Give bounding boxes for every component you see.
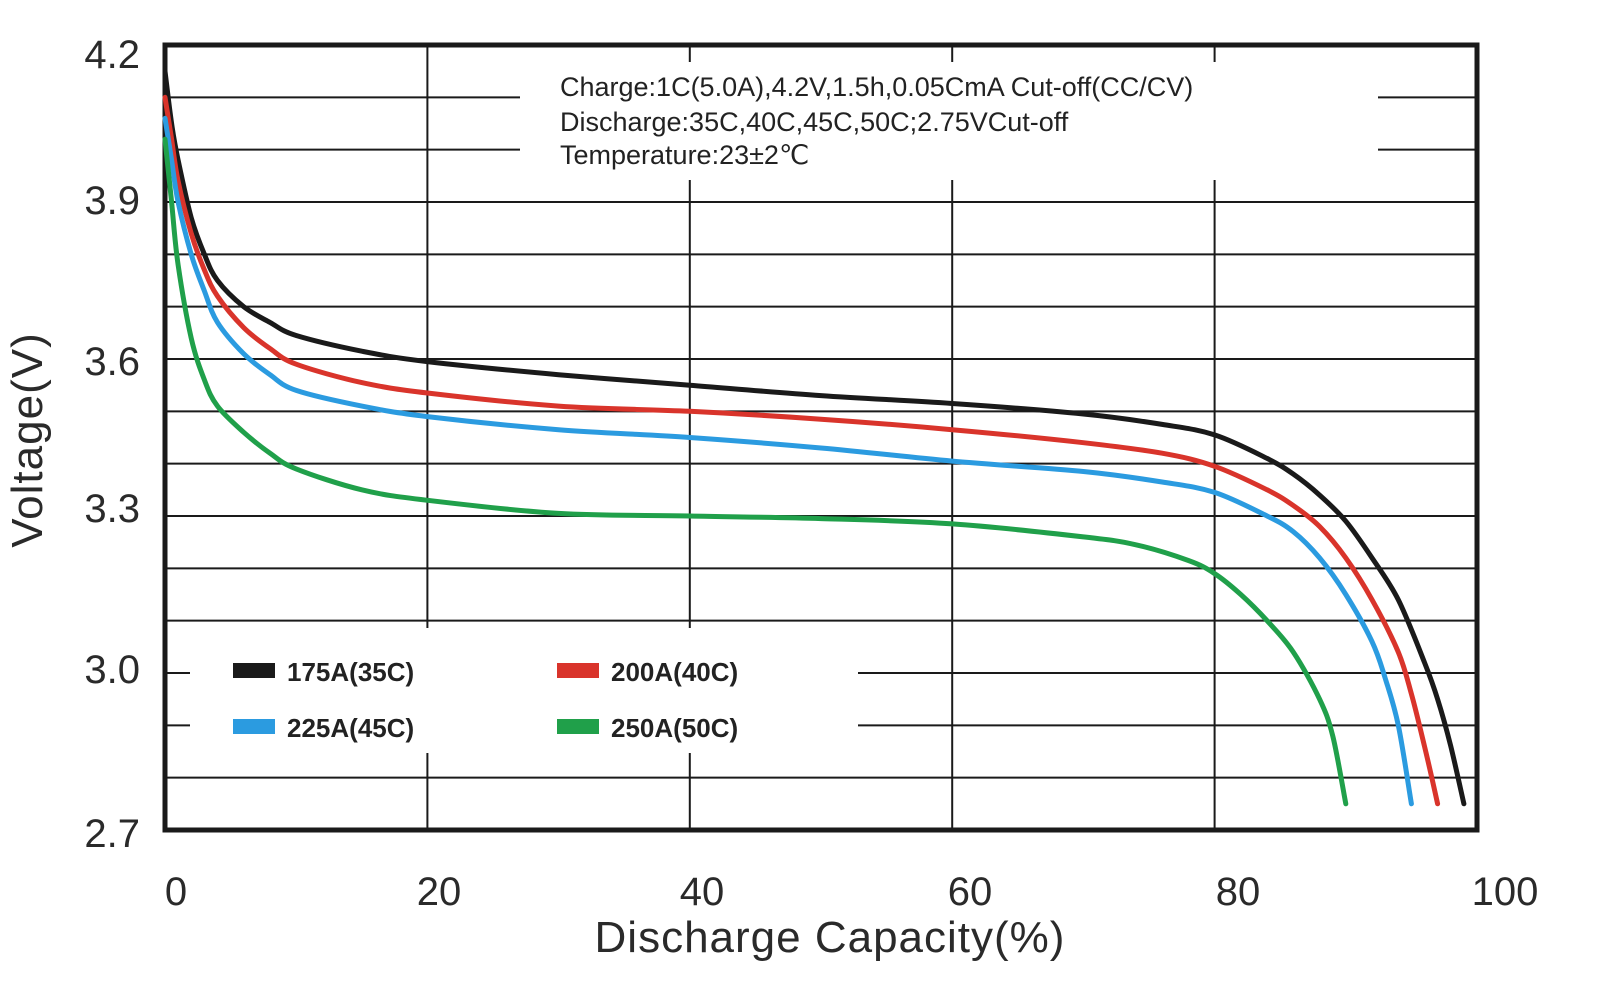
series-line-225A(45C) <box>162 115 1414 807</box>
series-lines <box>162 68 1467 807</box>
legend: 175A(35C) 200A(40C) 225A(45C) 250A(50C) <box>190 628 858 753</box>
series-line-200A(40C) <box>162 94 1441 807</box>
y-tick-label: 3.0 <box>84 648 140 692</box>
legend-label: 225A(45C) <box>287 713 414 743</box>
y-tick-label: 4.2 <box>84 33 140 77</box>
x-tick-label: 40 <box>680 870 725 914</box>
legend-label: 200A(40C) <box>611 657 738 687</box>
annotation-charge: Charge:1C(5.0A),4.2V,1.5h,0.05CmA Cut-of… <box>560 72 1193 102</box>
x-tick-label: 80 <box>1216 870 1261 914</box>
annotation-box: Charge:1C(5.0A),4.2V,1.5h,0.05CmA Cut-of… <box>520 62 1378 180</box>
y-axis-title: Voltage(V) <box>3 332 52 547</box>
x-tick-label: 60 <box>948 870 993 914</box>
legend-label: 250A(50C) <box>611 713 738 743</box>
y-tick-label: 3.3 <box>84 487 140 531</box>
x-axis-title: Discharge Capacity(%) <box>595 913 1066 962</box>
series-line-250A(50C) <box>162 136 1349 807</box>
annotation-discharge: Discharge:35C,40C,45C,50C;2.75VCut-off <box>560 107 1069 137</box>
y-tick-label: 3.6 <box>84 340 140 384</box>
legend-swatch <box>557 663 599 678</box>
legend-swatch <box>233 719 275 734</box>
x-tick-label: 20 <box>417 870 462 914</box>
legend-swatch <box>557 719 599 734</box>
axis-ticks: 0 20 40 60 80 100 2.7 3.0 3.3 3.6 3.9 4.… <box>84 33 1538 914</box>
plot-frame <box>162 42 1480 833</box>
legend-label: 175A(35C) <box>287 657 414 687</box>
annotation-background <box>520 62 1378 180</box>
x-tick-label: 100 <box>1472 870 1539 914</box>
x-tick-label: 0 <box>165 870 187 914</box>
annotation-temperature: Temperature:23±2℃ <box>560 140 809 170</box>
series-line-175A(35C) <box>162 68 1467 807</box>
y-tick-label: 2.7 <box>84 812 140 856</box>
legend-swatch <box>233 663 275 678</box>
legend-background <box>190 628 858 753</box>
y-tick-label: 3.9 <box>84 179 140 223</box>
